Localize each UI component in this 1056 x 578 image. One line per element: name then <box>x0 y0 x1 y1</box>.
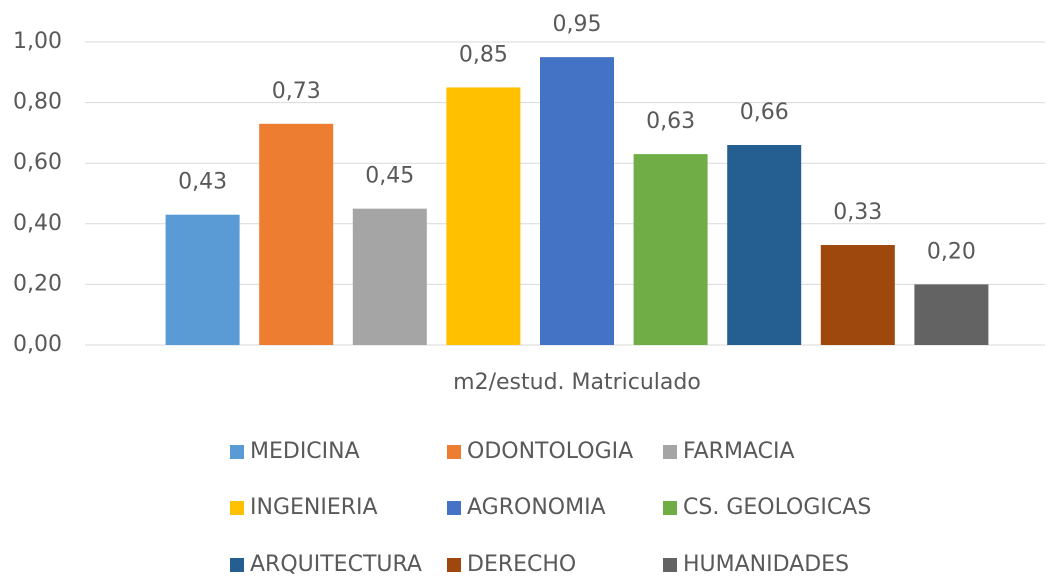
data-label: 0,73 <box>272 79 321 104</box>
bar <box>165 214 240 345</box>
data-label: 0,33 <box>833 200 882 225</box>
legend-label: ODONTOLOGIA <box>467 439 633 464</box>
legend-label: MEDICINA <box>250 439 360 464</box>
data-label: 0,85 <box>459 42 508 67</box>
legend-label: INGENIERIA <box>250 495 378 520</box>
data-label: 0,45 <box>365 164 414 189</box>
y-tick-label: 0,80 <box>13 90 62 115</box>
legend-label: CS. GEOLOGICAS <box>683 495 871 520</box>
data-label: 0,66 <box>740 100 789 125</box>
bar <box>352 208 427 345</box>
data-label: 0,43 <box>178 170 227 195</box>
legend-label: ARQUITECTURA <box>250 552 422 577</box>
legend-swatch <box>230 558 244 572</box>
legend-swatch <box>663 558 677 572</box>
legend-swatch <box>447 558 461 572</box>
legend-swatch <box>447 445 461 459</box>
legend-swatch <box>230 445 244 459</box>
legend-swatch <box>447 501 461 515</box>
bar <box>633 154 708 345</box>
bar <box>540 57 614 346</box>
y-tick-label: 0,20 <box>13 271 62 296</box>
y-tick-label: 0,00 <box>13 332 62 357</box>
data-label: 0,63 <box>646 109 695 134</box>
bar <box>914 284 989 345</box>
bar <box>820 245 895 345</box>
y-tick-label: 0,60 <box>13 150 62 175</box>
data-label: 0,20 <box>927 239 976 264</box>
legend-swatch <box>230 501 244 515</box>
y-tick-label: 0,40 <box>13 211 62 236</box>
x-axis-label: m2/estud. Matriculado <box>453 370 701 395</box>
legend-label: AGRONOMIA <box>467 495 606 520</box>
y-tick-label: 1,00 <box>13 29 62 54</box>
bar <box>727 145 802 345</box>
bar <box>446 87 521 345</box>
legend-label: DERECHO <box>467 552 576 577</box>
bar <box>259 123 334 345</box>
data-label: 0,95 <box>553 12 602 37</box>
legend-label: HUMANIDADES <box>683 552 849 577</box>
legend-swatch <box>663 501 677 515</box>
legend-label: FARMACIA <box>683 439 795 464</box>
legend-swatch <box>663 445 677 459</box>
